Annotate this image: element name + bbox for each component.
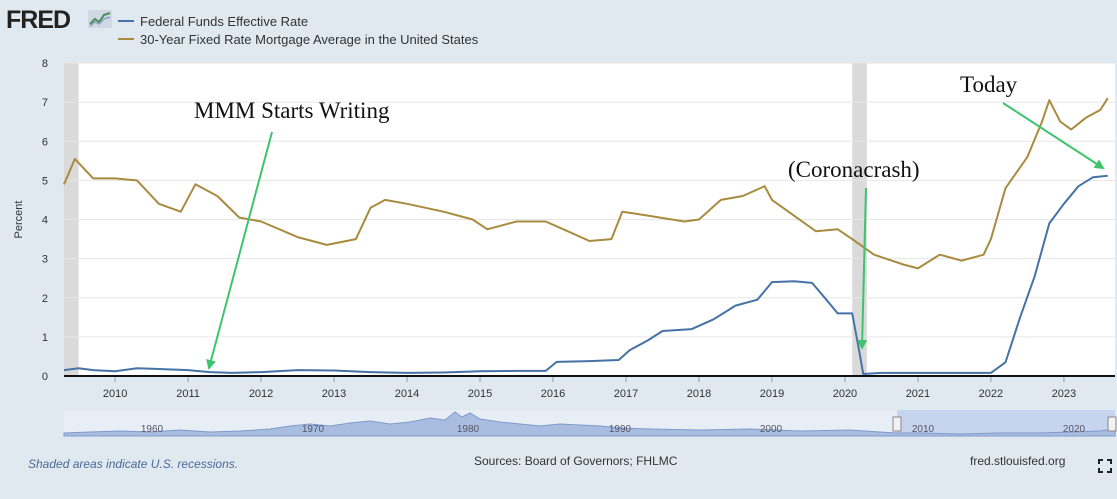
annotation-coronacrash-text: (Coronacrash) bbox=[788, 157, 920, 182]
line-chart: 0 1 2 3 4 5 6 7 8 2010 2011 2012 2013 2014 2015 2016 201… bbox=[13, 58, 1117, 437]
navigator-handle-left[interactable] bbox=[892, 416, 902, 432]
navigator-tick-label: 1990 bbox=[609, 424, 632, 435]
navigator-tick-label: 2010 bbox=[912, 424, 935, 435]
recession-note: Shaded areas indicate U.S. recessions. bbox=[28, 457, 239, 471]
annotation-coronacrash-arrow bbox=[857, 187, 868, 350]
navigator-tick-label: 2020 bbox=[1063, 424, 1086, 435]
chart-logo-icon bbox=[88, 10, 112, 28]
site-link[interactable]: fred.stlouisfed.org bbox=[970, 454, 1066, 468]
x-tick-label: 2016 bbox=[541, 388, 565, 400]
legend-item-fedfunds[interactable]: Federal Funds Effective Rate bbox=[118, 12, 478, 30]
series-line-fedfunds bbox=[63, 174, 1108, 375]
y-tick-label: 2 bbox=[42, 293, 48, 305]
navigator-area bbox=[63, 411, 1116, 437]
fred-logo[interactable]: FRED bbox=[6, 6, 71, 34]
annotation-mmm-text: MMM Starts Writing bbox=[194, 98, 390, 123]
navigator-tick-label: 1970 bbox=[302, 424, 325, 435]
legend-item-mortgage[interactable]: 30-Year Fixed Rate Mortgage Average in t… bbox=[118, 30, 478, 48]
x-tick-label: 2023 bbox=[1052, 388, 1076, 400]
fullscreen-icon[interactable] bbox=[1098, 459, 1112, 473]
y-tick-label: 0 bbox=[42, 371, 48, 383]
y-tick-label: 1 bbox=[42, 332, 48, 344]
annotation-mmm-arrow bbox=[206, 131, 273, 370]
x-tick-label: 2015 bbox=[468, 388, 492, 400]
navigator-handle-right[interactable] bbox=[1107, 416, 1117, 432]
series-line-mortgage bbox=[63, 97, 1109, 270]
y-tick-label: 5 bbox=[42, 175, 48, 187]
legend-label-mortgage: 30-Year Fixed Rate Mortgage Average in t… bbox=[140, 31, 479, 47]
x-tick-label: 2013 bbox=[322, 388, 346, 400]
x-tick-label: 2018 bbox=[687, 388, 711, 400]
x-tick-label: 2012 bbox=[249, 388, 273, 400]
y-axis-label: Percent bbox=[13, 201, 25, 239]
legend-swatch-fedfunds bbox=[118, 20, 134, 22]
x-tick-label: 2010 bbox=[103, 388, 127, 400]
navigator-tick-label: 1980 bbox=[457, 424, 480, 435]
x-tick-label: 2021 bbox=[906, 388, 930, 400]
x-tick-label: 2019 bbox=[760, 388, 784, 400]
y-tick-label: 3 bbox=[42, 254, 48, 266]
annotation-today-arrow bbox=[1002, 102, 1105, 170]
x-tick-label: 2014 bbox=[395, 388, 419, 400]
y-tick-label: 4 bbox=[42, 215, 48, 227]
sources-text: Sources: Board of Governors; FHLMC bbox=[474, 454, 678, 468]
x-tick-label: 2020 bbox=[833, 388, 857, 400]
navigator-tick-label: 2000 bbox=[760, 424, 783, 435]
chart-legend: Federal Funds Effective Rate 30-Year Fix… bbox=[118, 12, 478, 48]
y-tick-label: 7 bbox=[42, 97, 48, 109]
x-tick-label: 2011 bbox=[176, 388, 200, 400]
legend-label-fedfunds: Federal Funds Effective Rate bbox=[140, 13, 309, 29]
legend-swatch-mortgage bbox=[118, 38, 134, 40]
annotation-today-text: Today bbox=[960, 72, 1018, 97]
y-tick-label: 6 bbox=[42, 136, 48, 148]
y-tick-label: 8 bbox=[42, 58, 48, 70]
x-tick-label: 2022 bbox=[979, 388, 1003, 400]
x-tick-label: 2017 bbox=[614, 388, 638, 400]
navigator-tick-label: 1960 bbox=[141, 424, 164, 435]
